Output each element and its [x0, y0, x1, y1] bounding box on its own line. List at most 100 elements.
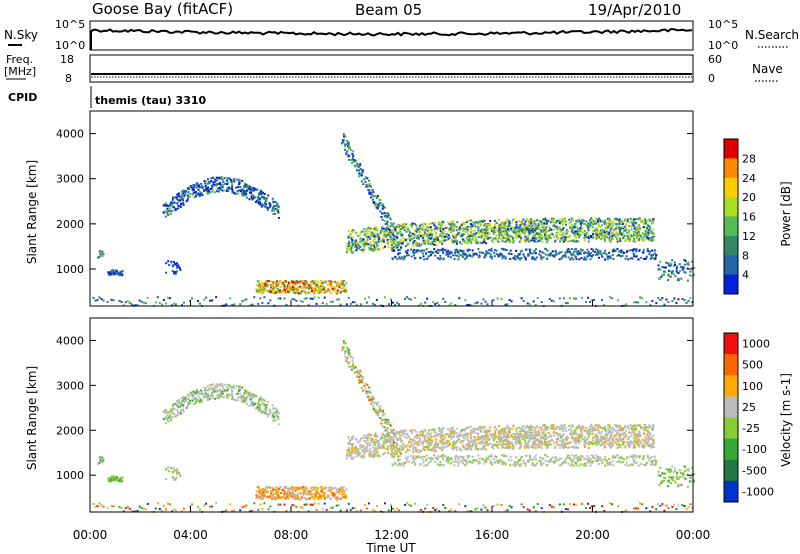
power-cell-776: [272, 213, 275, 216]
power-cell-2004: [359, 232, 362, 235]
power-cell-4008: [535, 226, 538, 229]
power-cell-424: [219, 188, 222, 191]
power-cell-1988: [358, 234, 361, 237]
velocity-cell-2687: [426, 432, 429, 435]
power-cell-4984: [622, 237, 625, 239]
velocity-cell-1657: [358, 371, 361, 374]
power-cell-6532: [534, 304, 537, 306]
power-cell-2006: [359, 246, 362, 248]
velocity-cell-2835: [437, 445, 440, 448]
power-cell-3056: [456, 240, 459, 243]
velocity-cell-213: [193, 403, 196, 406]
power-cell-606: [248, 198, 251, 201]
velocity-cell-1419: [323, 487, 326, 490]
velocity-cell-2853: [440, 431, 443, 434]
velocity-cell-499: [231, 386, 234, 389]
power-cell-5514: [446, 251, 449, 254]
power-cell-2064: [365, 242, 368, 245]
power-cell-6094: [620, 249, 623, 252]
power-cell-4898: [616, 240, 619, 243]
power-cell-1660: [360, 172, 363, 175]
power-cell-5566: [462, 256, 465, 258]
power-cell-3512: [496, 229, 499, 232]
power-cell-1748: [375, 197, 378, 199]
power-cell-2400: [398, 226, 400, 228]
power-cell-6834: [665, 266, 667, 269]
power-cell-1868: [345, 251, 348, 254]
power-cell-6536: [540, 301, 543, 304]
power-cell-484: [230, 180, 233, 183]
power-cell-4896: [616, 225, 619, 228]
colorbar-tick-1: 8: [742, 249, 749, 262]
power-cell-1946: [352, 250, 355, 253]
power-cell-2076: [367, 243, 370, 246]
power-cell-490: [231, 183, 234, 186]
velocity-cell-2797: [433, 428, 436, 431]
power-cell-6590: [625, 303, 628, 306]
power-cell-716: [264, 205, 267, 208]
power-cell-2820: [435, 239, 438, 242]
velocity-cell-1681: [365, 390, 368, 393]
velocity-cell-683: [259, 404, 262, 407]
power-cell-6056: [609, 255, 612, 258]
velocity-cell-1035: [279, 497, 282, 500]
power-cell-1966: [354, 244, 357, 247]
power-cell-3730: [513, 218, 515, 221]
power-cell-5162: [638, 225, 641, 228]
power-cell-1030: [280, 286, 283, 288]
power-cell-3698: [508, 236, 511, 239]
velocity-cell-1821: [385, 428, 388, 431]
power-cell-3886: [526, 228, 529, 231]
power-cell-2310: [390, 246, 392, 249]
velocity-cell-1319: [312, 496, 315, 499]
power-cell-2546: [412, 232, 415, 235]
power-cell-5396: [412, 252, 415, 255]
power-cell-2066: [365, 235, 368, 238]
power-cell-5944: [577, 252, 580, 255]
power-cell-5082: [632, 237, 635, 240]
velocity-cell-2671: [423, 436, 426, 439]
power-cell-432: [222, 180, 225, 183]
power-cell-3678: [509, 240, 512, 243]
power-cell-2684: [424, 233, 427, 236]
power-cell-6138: [633, 248, 636, 251]
power-cell-5994: [591, 255, 593, 258]
power-cell-6648: [98, 255, 101, 258]
power-cell-4414: [574, 231, 577, 234]
velocity-cell-2509: [407, 440, 410, 443]
power-cell-4946: [619, 228, 622, 231]
velocity-cell-1779: [382, 412, 385, 415]
velocity-cell-763: [271, 404, 274, 407]
power-cell-4450: [575, 230, 577, 233]
velocity-cell-2415: [397, 431, 400, 434]
power-cell-542: [240, 192, 243, 195]
power-cell-2532: [410, 235, 413, 238]
velocity-cell-2317: [389, 439, 392, 442]
power-cell-1268: [307, 291, 310, 294]
power-cell-5338: [391, 249, 394, 252]
power-cell-5878: [558, 258, 561, 261]
power-cell-6240: [128, 301, 131, 304]
power-cell-2020: [361, 239, 364, 242]
velocity-cell-415: [219, 390, 222, 393]
velocity-cell-2023: [360, 437, 363, 439]
power-cell-6950: [693, 273, 695, 276]
power-cell-6022: [597, 249, 600, 252]
power-cell-4750: [604, 221, 607, 224]
power-cell-4448: [575, 232, 578, 235]
power-cell-2228: [381, 226, 384, 228]
velocity-cell-2371: [394, 453, 397, 456]
power-cell-6504: [484, 300, 487, 303]
power-cell-150: [182, 197, 185, 200]
power-cell-1466: [331, 281, 334, 284]
power-cell-1204: [299, 285, 302, 288]
power-cell-3526: [498, 228, 501, 231]
power-cell-4594: [590, 236, 592, 238]
power-cell-148: [181, 190, 184, 193]
velocity-cell-2209: [377, 447, 380, 449]
power-cell-5528: [450, 250, 453, 253]
power-cell-6530: [532, 300, 535, 303]
power-cell-684: [259, 201, 261, 204]
power-cell-4138: [545, 237, 548, 240]
power-cell-3852: [524, 235, 527, 238]
